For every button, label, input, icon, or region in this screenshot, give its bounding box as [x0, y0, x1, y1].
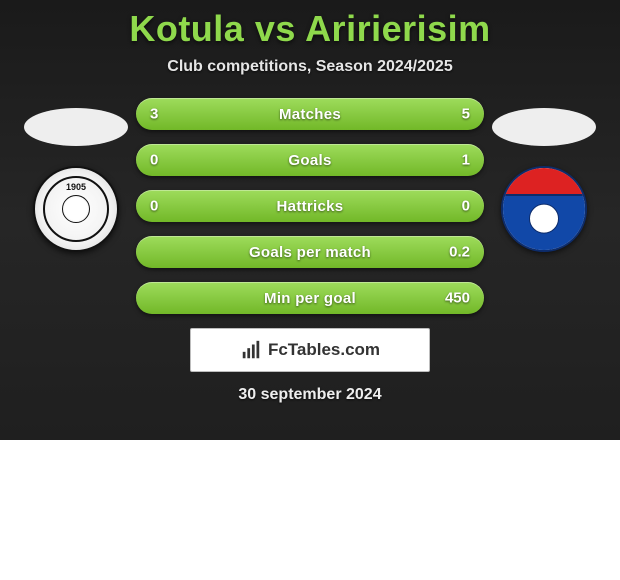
left-side: 1905	[16, 98, 136, 252]
stat-row-hattricks: 0 Hattricks 0	[136, 190, 484, 222]
stat-label: Goals per match	[249, 244, 371, 261]
stat-right-value: 0.2	[449, 244, 470, 261]
stat-row-goals-per-match: Goals per match 0.2	[136, 236, 484, 268]
stat-left-value: 0	[150, 198, 158, 215]
page-title: Kotula vs Aririerisim	[129, 8, 490, 50]
brand-box[interactable]: FcTables.com	[190, 328, 430, 372]
date-text: 30 september 2024	[238, 386, 381, 404]
soccer-ball-icon	[62, 195, 90, 223]
crest-year: 1905	[66, 182, 86, 192]
stat-left-value: 0	[150, 152, 158, 169]
comparison-hero: Kotula vs Aririerisim Club competitions,…	[0, 0, 620, 440]
stat-row-goals: 0 Goals 1	[136, 144, 484, 176]
stats-column: 3 Matches 5 0 Goals 1 0 Hattricks 0 Goal…	[136, 98, 484, 314]
brand-name: FcTables.com	[268, 340, 380, 360]
stat-row-matches: 3 Matches 5	[136, 98, 484, 130]
left-flag-oval	[24, 108, 128, 146]
stat-left-value: 3	[150, 106, 158, 123]
right-flag-oval	[492, 108, 596, 146]
stat-row-min-per-goal: Min per goal 450	[136, 282, 484, 314]
player-left-name: Kotula	[129, 8, 244, 49]
right-club-crest	[501, 166, 587, 252]
stat-label: Matches	[279, 106, 341, 123]
stat-right-value: 0	[462, 198, 470, 215]
soccer-ball-icon	[529, 204, 559, 234]
stat-right-value: 450	[445, 290, 470, 307]
stat-right-value: 1	[462, 152, 470, 169]
stat-label: Min per goal	[264, 290, 356, 307]
left-club-crest: 1905	[33, 166, 119, 252]
right-side	[484, 98, 604, 252]
stat-right-value: 5	[462, 106, 470, 123]
subtitle: Club competitions, Season 2024/2025	[167, 58, 452, 76]
comparison-body: 1905 3 Matches 5 0 Goals 1 0 Hattricks 0	[0, 98, 620, 314]
vs-text: vs	[255, 8, 296, 49]
bar-chart-icon	[240, 339, 262, 361]
stat-label: Hattricks	[277, 198, 344, 215]
player-right-name: Aririerisim	[305, 8, 491, 49]
stat-label: Goals	[288, 152, 331, 169]
crest-top-stripe	[503, 168, 585, 196]
